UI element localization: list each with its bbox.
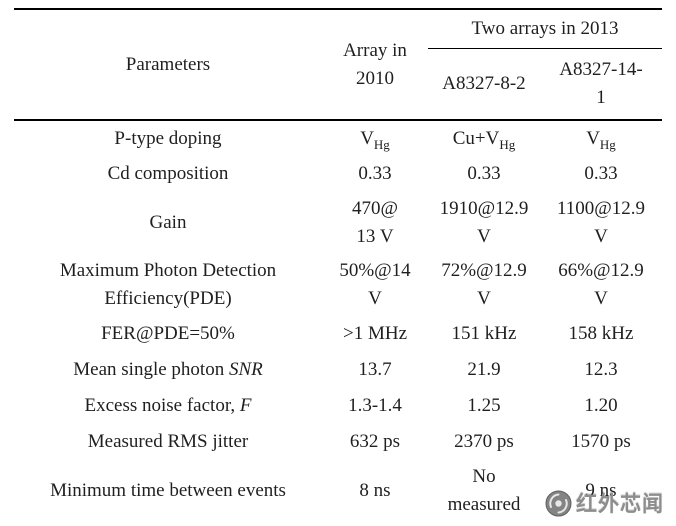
value-cell: 1100@12.9 V [540, 192, 662, 254]
cell-text: 1.20 [584, 395, 618, 416]
cell-text: 1910@12.9 V [439, 198, 529, 247]
value-cell: 1910@12.9 V [428, 192, 540, 254]
header-two-arrays-2013: Two arrays in 2013 [428, 9, 663, 49]
value-cell: 9 ns [540, 460, 662, 522]
value-cell: 12.3 [540, 352, 662, 388]
header-parameters: Parameters [14, 9, 322, 121]
value-cell: 21.9 [428, 352, 540, 388]
cell-text: Minimum time between events [50, 480, 286, 501]
table-row: P-type doping VHg Cu+VHg VHg [14, 120, 662, 156]
value-cell: 66%@12.9 V [540, 254, 662, 316]
param-cell: Maximum Photon Detection Efficiency(PDE) [14, 254, 322, 316]
cell-text: 9 ns [585, 480, 617, 501]
value-cell: 0.33 [428, 156, 540, 192]
value-cell: 72%@12.9 V [428, 254, 540, 316]
cell-italic: SNR [228, 359, 263, 380]
cell-text: Cd composition [107, 163, 229, 184]
value-cell: >1 MHz [322, 316, 428, 352]
cell-text: 2370 ps [454, 431, 514, 452]
cell-text: 0.33 [584, 163, 618, 184]
value-cell: 8 ns [322, 460, 428, 522]
value-cell: 158 kHz [540, 316, 662, 352]
param-cell: Excess noise factor, F [14, 388, 322, 424]
cell-text: >1 MHz [342, 323, 407, 344]
cell-text: 12.3 [584, 359, 618, 380]
cell-text: 13.7 [358, 359, 392, 380]
value-cell: Cu+VHg [428, 120, 540, 156]
table-row: Maximum Photon Detection Efficiency(PDE)… [14, 254, 662, 316]
header-a8327-8-2: A8327-8-2 [428, 48, 540, 121]
header-a8327-14-1: A8327-14- 1 [540, 48, 663, 121]
value-cell: VHg [540, 120, 662, 156]
cell-subscript: Hg [499, 136, 516, 152]
param-cell: Gain [14, 192, 322, 254]
value-cell: 1570 ps [540, 424, 662, 460]
cell-text: V [586, 127, 600, 149]
value-cell: 151 kHz [428, 316, 540, 352]
header-array-2010: Array in 2010 [322, 9, 428, 121]
cell-text: Excess noise factor, [84, 395, 240, 416]
value-cell: 1.20 [540, 388, 662, 424]
param-cell: Measured RMS jitter [14, 424, 322, 460]
table-row: Excess noise factor, F 1.3-1.4 1.25 1.20 [14, 388, 662, 424]
cell-text: 50%@14 V [339, 260, 411, 309]
table-row: Mean single photon SNR 13.7 21.9 12.3 [14, 352, 662, 388]
cell-text: V [360, 127, 374, 149]
value-cell: 2370 ps [428, 424, 540, 460]
watermark: 红外芯闻 [545, 488, 664, 518]
cell-text: 632 ps [349, 431, 401, 452]
cell-text: No measured [447, 466, 521, 515]
cell-text: 0.33 [358, 163, 392, 184]
param-cell: Cd composition [14, 156, 322, 192]
header-row-sub: A8327-8-2 A8327-14- 1 [14, 48, 663, 121]
value-cell: 50%@14 V [322, 254, 428, 316]
cell-text: 1100@12.9 V [556, 198, 646, 247]
cell-subscript: Hg [373, 136, 390, 152]
table-row: Gain 470@ 13 V 1910@12.9 V 1100@12.9 V [14, 192, 662, 254]
infrared-news-logo-icon [545, 490, 572, 516]
param-cell: Mean single photon SNR [14, 352, 322, 388]
value-cell: 632 ps [322, 424, 428, 460]
param-cell: FER@PDE=50% [14, 316, 322, 352]
value-cell: 1.3-1.4 [322, 388, 428, 424]
cell-italic: F [239, 395, 252, 416]
cell-text: 8 ns [359, 480, 391, 501]
cell-text: 0.33 [467, 163, 501, 184]
cell-text: 66%@12.9 V [558, 260, 644, 309]
cell-text: Mean single photon [73, 359, 229, 380]
cell-text: Cu+V [452, 127, 500, 149]
cell-text: Measured RMS jitter [87, 431, 249, 452]
cell-text: 151 kHz [451, 323, 517, 344]
cell-text: FER@PDE=50% [101, 323, 235, 344]
cell-text: P-type doping [114, 127, 222, 149]
cell-text: 470@ 13 V [352, 198, 398, 247]
value-cell: 1.25 [428, 388, 540, 424]
param-cell: Minimum time between events [14, 460, 322, 522]
watermark-text: 红外芯闻 [576, 493, 664, 516]
param-cell: P-type doping [14, 120, 322, 156]
parameters-table: Parameters Array in 2010 Two arrays in 2… [14, 8, 663, 522]
value-cell: VHg [322, 120, 428, 156]
header-row-top: Parameters Array in 2010 Two arrays in 2… [14, 9, 663, 121]
cell-text: 158 kHz [568, 323, 634, 344]
table-row: FER@PDE=50% >1 MHz 151 kHz 158 kHz [14, 316, 662, 352]
table-row: Minimum time between events 8 ns No meas… [14, 460, 662, 522]
cell-text: Maximum Photon Detection Efficiency(PDE) [59, 260, 277, 309]
table-row: Measured RMS jitter 632 ps 2370 ps 1570 … [14, 424, 662, 460]
cell-text: 1.3-1.4 [348, 395, 402, 416]
table-row: Cd composition 0.33 0.33 0.33 [14, 156, 662, 192]
cell-subscript: Hg [599, 136, 616, 152]
value-cell: No measured [428, 460, 540, 522]
cell-text: Gain [149, 212, 187, 233]
cell-text: 1.25 [467, 395, 501, 416]
value-cell: 0.33 [322, 156, 428, 192]
cell-text: 72%@12.9 V [441, 260, 527, 309]
cell-text: 21.9 [467, 359, 501, 380]
cell-text: 1570 ps [571, 431, 631, 452]
value-cell: 470@ 13 V [322, 192, 428, 254]
value-cell: 13.7 [322, 352, 428, 388]
value-cell: 0.33 [540, 156, 662, 192]
